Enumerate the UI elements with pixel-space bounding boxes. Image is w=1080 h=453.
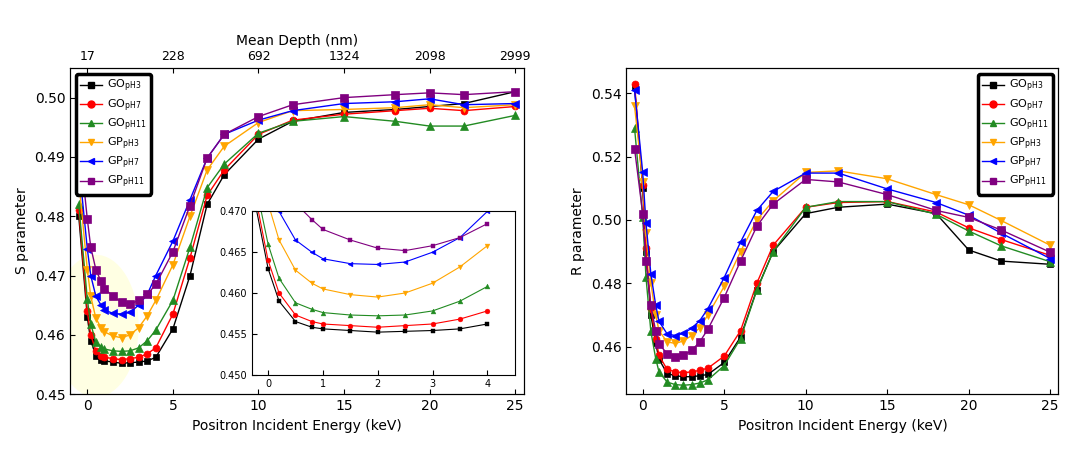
Ellipse shape [53,255,138,397]
X-axis label: Mean Depth (nm): Mean Depth (nm) [235,34,359,48]
Y-axis label: R parameter: R parameter [571,187,585,275]
Legend: GO$_{\sf pH3}$, GO$_{\sf pH7}$, GO$_{\sf pH11}$, GP$_{\sf pH3}$, GP$_{\sf pH7}$,: GO$_{\sf pH3}$, GO$_{\sf pH7}$, GO$_{\sf… [977,73,1053,195]
Y-axis label: S parameter: S parameter [15,188,29,275]
X-axis label: Positron Incident Energy (keV): Positron Incident Energy (keV) [192,419,402,433]
Legend: GO$_{\sf pH3}$, GO$_{\sf pH7}$, GO$_{\sf pH11}$, GP$_{\sf pH3}$, GP$_{\sf pH7}$,: GO$_{\sf pH3}$, GO$_{\sf pH7}$, GO$_{\sf… [76,73,151,195]
X-axis label: Positron Incident Energy (keV): Positron Incident Energy (keV) [738,419,947,433]
